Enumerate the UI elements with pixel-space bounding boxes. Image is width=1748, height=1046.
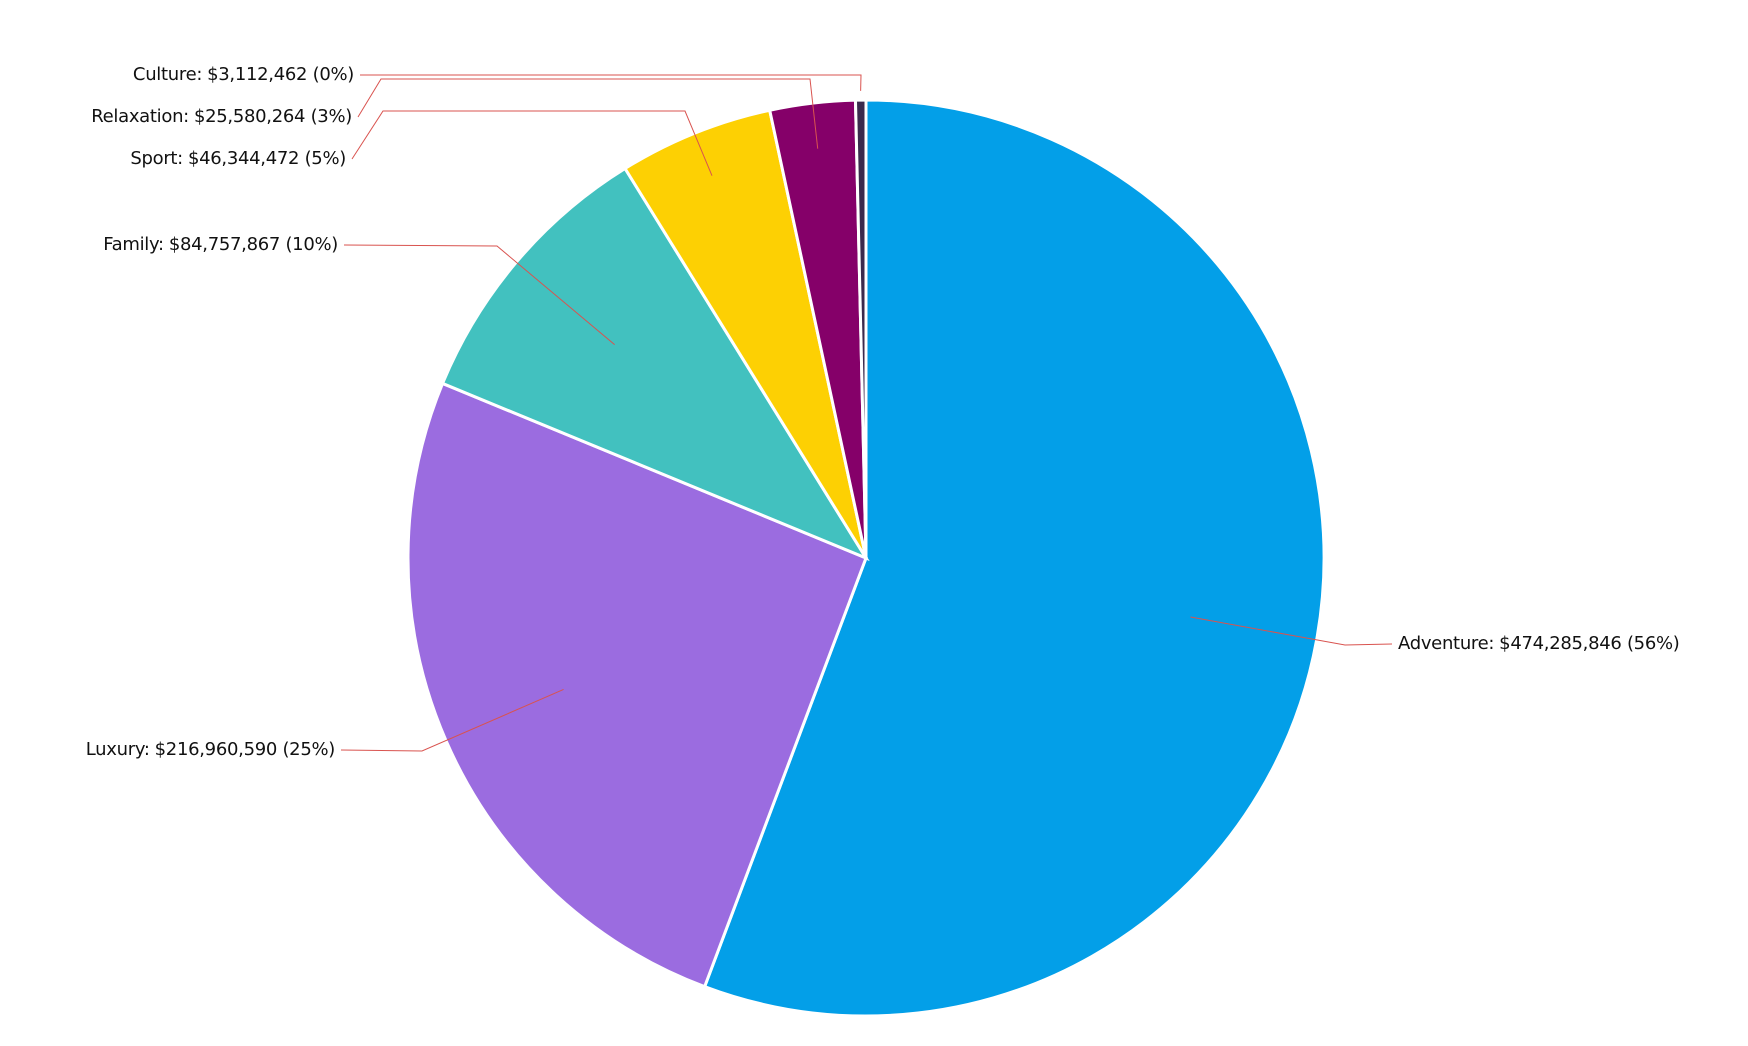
slice-category: Luxury: (86, 739, 150, 760)
leader-line (1190, 616, 1393, 646)
slice-category: Culture: (133, 64, 202, 85)
slice-label: Family: $84,757,867 (10%) (103, 234, 338, 255)
slice-value-label: $3,112,462 (0%) (207, 64, 354, 85)
leader-line (340, 688, 564, 752)
pie-slice (853, 98, 868, 559)
slice-label: Adventure: $474,285,846 (56%) (1398, 633, 1680, 654)
pie-slice (622, 108, 868, 559)
slice-value-label: $216,960,590 (25%) (155, 739, 335, 760)
slice-category: Sport: (130, 148, 183, 169)
slice-value-label: $46,344,472 (5%) (188, 148, 346, 169)
slice-value-label: $474,285,846 (56%) (1499, 633, 1679, 654)
leader-line (351, 110, 713, 176)
pie-slice (440, 166, 870, 562)
slice-category: Relaxation: (91, 106, 189, 127)
slice-category: Family: (103, 234, 164, 255)
slice-label: Luxury: $216,960,590 (25%) (86, 739, 335, 760)
slice-value-label: $25,580,264 (3%) (194, 106, 352, 127)
leader-line (343, 244, 615, 345)
slice-category: Adventure: (1398, 633, 1494, 654)
leader-line (360, 74, 862, 91)
slice-label: Sport: $46,344,472 (5%) (130, 148, 346, 169)
leader-line (357, 78, 819, 149)
slice-label: Relaxation: $25,580,264 (3%) (91, 106, 352, 127)
slice-value-label: $84,757,867 (10%) (169, 234, 338, 255)
slice-label: Culture: $3,112,462 (0%) (133, 64, 354, 85)
